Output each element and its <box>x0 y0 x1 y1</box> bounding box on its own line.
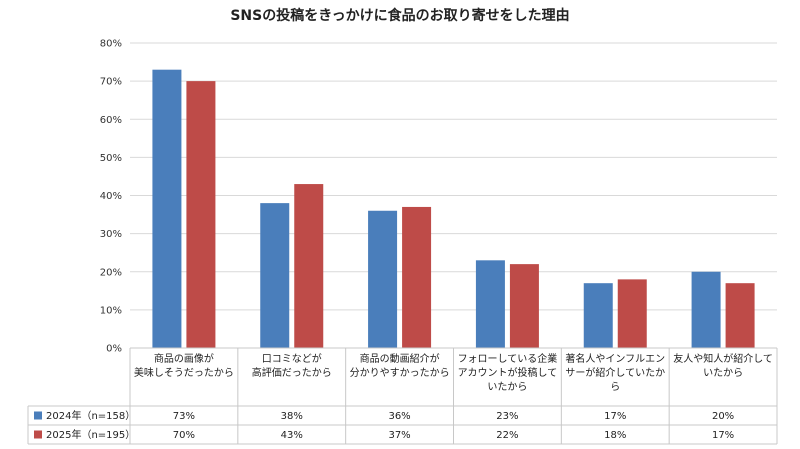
legend-label: 2025年（n=195） <box>46 428 135 441</box>
bar-2024 <box>583 283 613 348</box>
y-tick-label: 80% <box>100 39 122 50</box>
category-label: 友人や知人が紹介して <box>673 352 773 365</box>
legend-key-2024 <box>34 411 42 420</box>
y-tick-label: 0% <box>106 344 122 355</box>
y-tick-label: 40% <box>100 191 122 202</box>
category-label: フォローしている企業 <box>458 352 558 365</box>
bar-2025 <box>186 81 216 348</box>
y-tick-label: 30% <box>100 229 122 240</box>
category-label: いたから <box>487 381 527 393</box>
bar-2024 <box>475 260 505 348</box>
data-label: 38% <box>281 411 303 422</box>
bar-2024 <box>260 203 290 348</box>
bar-2025 <box>617 279 647 348</box>
legend-key-2025 <box>34 430 42 439</box>
data-label: 43% <box>281 430 303 441</box>
data-label: 17% <box>604 411 626 422</box>
bar-2025 <box>509 264 539 348</box>
bar-2024 <box>152 69 182 348</box>
data-label: 73% <box>173 411 195 422</box>
y-tick-label: 50% <box>100 153 122 164</box>
y-tick-label: 70% <box>100 77 122 88</box>
y-tick-label: 10% <box>100 305 122 316</box>
chart-title: SNSの投稿をきっかけに食品のお取り寄せをした理由 <box>230 7 569 24</box>
data-label: 17% <box>712 430 734 441</box>
data-label: 22% <box>496 430 518 441</box>
category-label: サーが紹介していたか <box>565 366 665 379</box>
category-label: 高評価だったから <box>252 366 332 379</box>
data-label: 37% <box>388 430 410 441</box>
bar-2024 <box>691 271 721 348</box>
bar-2025 <box>402 206 432 348</box>
data-label: 70% <box>173 430 195 441</box>
category-label: 美味しそうだったから <box>134 366 234 379</box>
data-label: 36% <box>388 411 410 422</box>
category-label: アカウントが投稿して <box>458 366 558 379</box>
y-tick-label: 20% <box>100 267 122 278</box>
category-label: 商品の画像が <box>154 352 214 365</box>
category-label: 商品の動画紹介が <box>360 352 440 365</box>
data-label: 20% <box>712 411 734 422</box>
bar-2025 <box>294 184 324 348</box>
data-label: 18% <box>604 430 626 441</box>
category-label: 分かりやすかったから <box>350 367 450 379</box>
category-label: 口コミなどが <box>262 352 322 365</box>
bar-2024 <box>368 210 398 348</box>
category-label: いたから <box>703 367 743 379</box>
category-label: ら <box>610 381 620 393</box>
data-label: 23% <box>496 411 518 422</box>
category-label: 著名人やインフルエン <box>565 352 665 365</box>
y-tick-label: 60% <box>100 115 122 126</box>
bar-2025 <box>725 283 755 348</box>
legend-label: 2024年（n=158） <box>46 409 135 422</box>
